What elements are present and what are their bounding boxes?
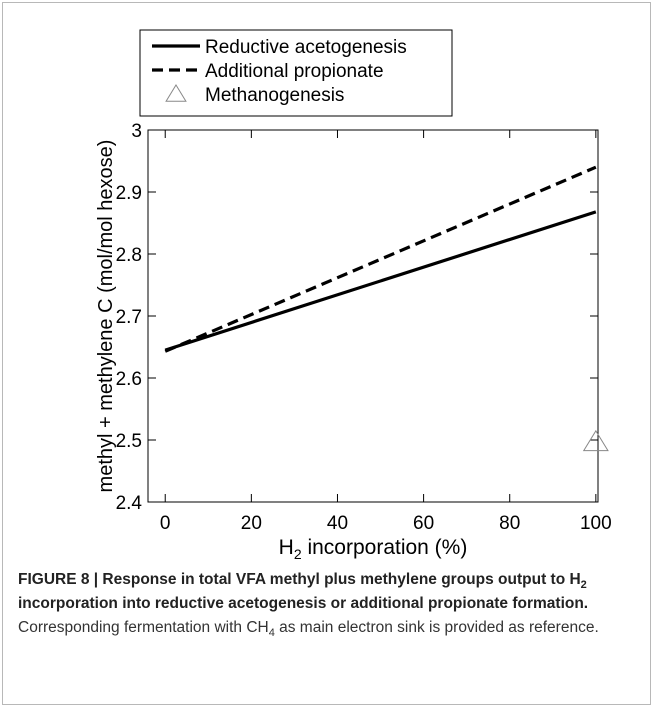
y-tick-label: 2.5 (116, 431, 142, 452)
series-line (164, 210, 597, 352)
y-axis-label: methyl + methylene C (mol/mol hexose) (95, 140, 117, 493)
x-axis-label-part: 2 (294, 546, 302, 560)
x-axis-label-part: incorporation (%) (302, 536, 468, 559)
caption-run: 2 (580, 579, 587, 592)
x-tick-label: 100 (580, 513, 612, 534)
caption-run: Corresponding fermentation with CH (18, 619, 269, 636)
x-tick-label: 0 (160, 513, 171, 534)
x-axis-label-part: H (279, 536, 294, 559)
chart: 2.4 2.5 2.6 2.7 2.8 2.9 3 0 20 40 60 80 100 methyl + … (95, 29, 612, 560)
caption-run: incorporation into reductive acetogenesi… (18, 595, 589, 612)
x-axis-label: H2 incorporation (%) (279, 536, 468, 560)
legend-label: Reductive acetogenesis (205, 37, 407, 58)
legend-frame (139, 29, 453, 117)
triangle-marker (582, 429, 609, 452)
x-tick-label: 80 (499, 513, 520, 534)
x-tick-label: 60 (413, 513, 434, 534)
y-tick-label: 2.9 (116, 183, 142, 204)
caption-run: 4 (268, 627, 275, 640)
series-line (164, 165, 597, 353)
caption-run: as main electron sink is provided as ref… (274, 619, 599, 636)
y-tick-label: 2.7 (116, 307, 142, 328)
legend-label: Additional propionate (205, 61, 384, 82)
y-tick-label: 3 (131, 121, 142, 142)
x-tick-label: 40 (327, 513, 348, 534)
plot-frame (147, 129, 599, 503)
x-tick-label: 20 (241, 513, 262, 534)
legend-label: Methanogenesis (205, 85, 344, 106)
caption: FIGURE 8 | Response in total VFA methyl … (18, 568, 638, 640)
triangle-marker (165, 84, 187, 102)
caption-run: FIGURE 8 | Response in total VFA methyl … (18, 571, 581, 588)
y-tick-label: 2.4 (116, 493, 143, 514)
y-tick-label: 2.8 (116, 245, 142, 266)
y-tick-label: 2.6 (116, 369, 142, 390)
